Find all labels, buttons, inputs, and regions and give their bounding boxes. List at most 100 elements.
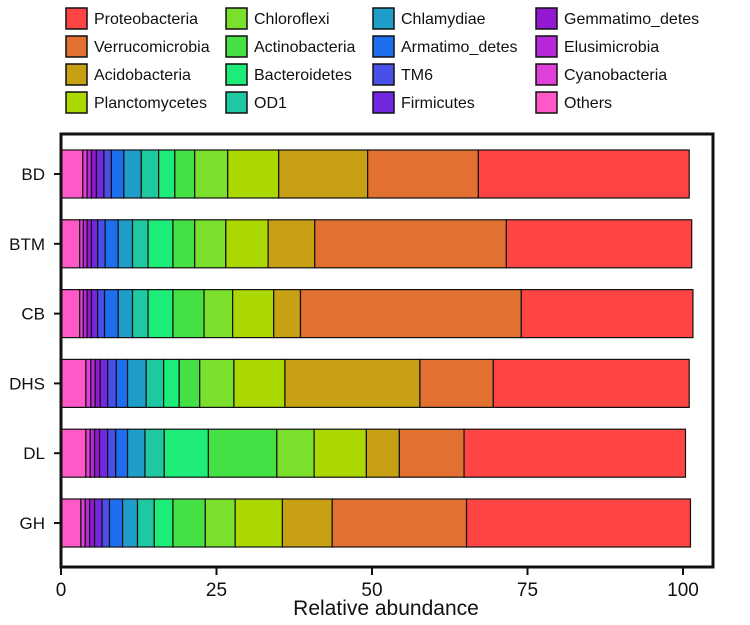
legend-swatch-gemmatimo-detes: [535, 7, 558, 30]
bar-cb-others: [60, 289, 81, 339]
bar-gh-firmicutes: [93, 498, 103, 548]
legend-label-cyanobacteria: Cyanobacteria: [564, 67, 667, 84]
bar-dhs-verrucomicrobia: [419, 358, 494, 408]
legend-swatch-planctomycetes: [65, 91, 88, 114]
bar-btm-proteobacteria: [505, 219, 693, 269]
bar-dl-verrucomicrobia: [398, 428, 465, 478]
bar-cb-verrucomicrobia: [299, 289, 522, 339]
bar-gh-od1: [136, 498, 155, 548]
x-tick-label-25: 25: [206, 580, 227, 601]
legend-swatch-bacteroidetes: [225, 63, 248, 86]
bar-bd-proteobacteria: [477, 149, 690, 199]
bar-btm-od1: [131, 219, 149, 269]
y-axis: BD BTM CB DHS DL GH: [9, 165, 61, 533]
bar-dhs-others: [60, 358, 87, 408]
bar-bd-gemmatimo-detes: [90, 149, 98, 199]
bar-gh-tm6: [101, 498, 111, 548]
bar-bd-others: [60, 149, 84, 199]
bar-dhs-firmicutes: [99, 358, 109, 408]
bar-dl-cyanobacteria: [85, 428, 91, 478]
bar-btm-planctomycetes: [225, 219, 269, 269]
bar-bd-planctomycetes: [227, 149, 280, 199]
bar-cb-chlamydiae: [117, 289, 134, 339]
bar-cb-tm6: [97, 289, 106, 339]
bar-dl-planctomycetes: [313, 428, 367, 478]
legend-label-acidobacteria: Acidobacteria: [94, 67, 191, 84]
bar-cb-actinobacteria: [172, 289, 205, 339]
bar-bd-tm6: [103, 149, 112, 199]
legend: Proteobacteria Verrucomicrobia Acidobacter…: [65, 7, 699, 114]
legend-swatch-proteobacteria: [65, 7, 88, 30]
bar-bd-actinobacteria: [174, 149, 196, 199]
bar-dl-firmicutes: [98, 428, 109, 478]
bar-bd-acidobacteria: [278, 149, 369, 199]
bar-dl-bacteroidetes: [163, 428, 210, 478]
plot-frame: [59, 132, 715, 569]
legend-label-proteobacteria: Proteobacteria: [94, 11, 198, 28]
bar-gh-proteobacteria: [465, 498, 692, 548]
bars-group: [60, 149, 694, 548]
x-tick-label-100: 100: [667, 580, 699, 601]
bar-gh-elusimicrobia: [84, 498, 91, 548]
bar-gh-actinobacteria: [172, 498, 206, 548]
legend-swatch-elusimicrobia: [535, 35, 558, 58]
legend-label-armatimo-detes: Armatimo_detes: [401, 39, 518, 56]
bar-dhs-chlamydiae: [126, 358, 147, 408]
y-tick-label-dhs: DHS: [9, 374, 45, 393]
y-tick-label-bd: BD: [21, 165, 45, 184]
bar-btm-tm6: [97, 219, 106, 269]
bar-bd-od1: [140, 149, 160, 199]
bar-btm-armatimo-detes: [104, 219, 119, 269]
bar-dl-others: [60, 428, 87, 478]
bar-gh-chlamydiae: [121, 498, 139, 548]
legend-swatch-firmicutes: [372, 91, 395, 114]
bar-btm-firmicutes: [90, 219, 99, 269]
bar-dhs-gemmatimo-detes: [94, 358, 101, 408]
bar-cb-acidobacteria: [273, 289, 302, 339]
legend-swatch-chloroflexi: [225, 7, 248, 30]
legend-label-gemmatimo-detes: Gemmatimo_detes: [564, 11, 699, 28]
legend-label-bacteroidetes: Bacteroidetes: [254, 67, 352, 84]
bar-btm-actinobacteria: [172, 219, 196, 269]
bar-cb-od1: [131, 289, 149, 339]
legend-swatch-actinobacteria: [225, 35, 248, 58]
legend-swatch-tm6: [372, 63, 395, 86]
legend-swatch-cyanobacteria: [535, 63, 558, 86]
bar-btm-verrucomicrobia: [314, 219, 507, 269]
bar-cb-gemmatimo-detes: [86, 289, 93, 339]
bar-btm-chlamydiae: [117, 219, 134, 269]
bar-gh-armatimo-detes: [108, 498, 124, 548]
bar-dhs-actinobacteria: [178, 358, 201, 408]
bar-gh-others: [60, 498, 82, 548]
legend-label-planctomycetes: Planctomycetes: [94, 95, 207, 112]
bar-dhs-od1: [145, 358, 165, 408]
bar-dl-proteobacteria: [463, 428, 687, 478]
bar-bd-verrucomicrobia: [367, 149, 479, 199]
legend-swatch-verrucomicrobia: [65, 35, 88, 58]
y-tick-label-gh: GH: [20, 514, 46, 533]
bar-cb-firmicutes: [90, 289, 99, 339]
bar-bd-bacteroidetes: [158, 149, 176, 199]
bar-dl-od1: [144, 428, 165, 478]
bar-dhs-proteobacteria: [492, 358, 690, 408]
bar-dl-acidobacteria: [365, 428, 400, 478]
bar-dhs-bacteroidetes: [163, 358, 180, 408]
legend-label-others: Others: [564, 95, 612, 112]
y-tick-label-dl: DL: [23, 444, 45, 463]
bar-gh-bacteroidetes: [153, 498, 174, 548]
y-tick-label-cb: CB: [21, 305, 45, 324]
bar-dl-armatimo-detes: [115, 428, 129, 478]
bar-bd-elusimicrobia: [86, 149, 93, 199]
bar-dhs-cyanobacteria: [85, 358, 92, 408]
bar-bd-cyanobacteria: [82, 149, 88, 199]
legend-label-tm6: TM6: [401, 67, 433, 84]
legend-label-elusimicrobia: Elusimicrobia: [564, 39, 659, 56]
bar-dl-tm6: [107, 428, 117, 478]
bar-bd-chloroflexi: [194, 149, 229, 199]
bar-cb-armatimo-detes: [103, 289, 119, 339]
bar-dhs-elusimicrobia: [90, 358, 96, 408]
legend-swatch-others: [535, 91, 558, 114]
bar-dhs-acidobacteria: [284, 358, 421, 408]
bar-btm-bacteroidetes: [147, 219, 174, 269]
